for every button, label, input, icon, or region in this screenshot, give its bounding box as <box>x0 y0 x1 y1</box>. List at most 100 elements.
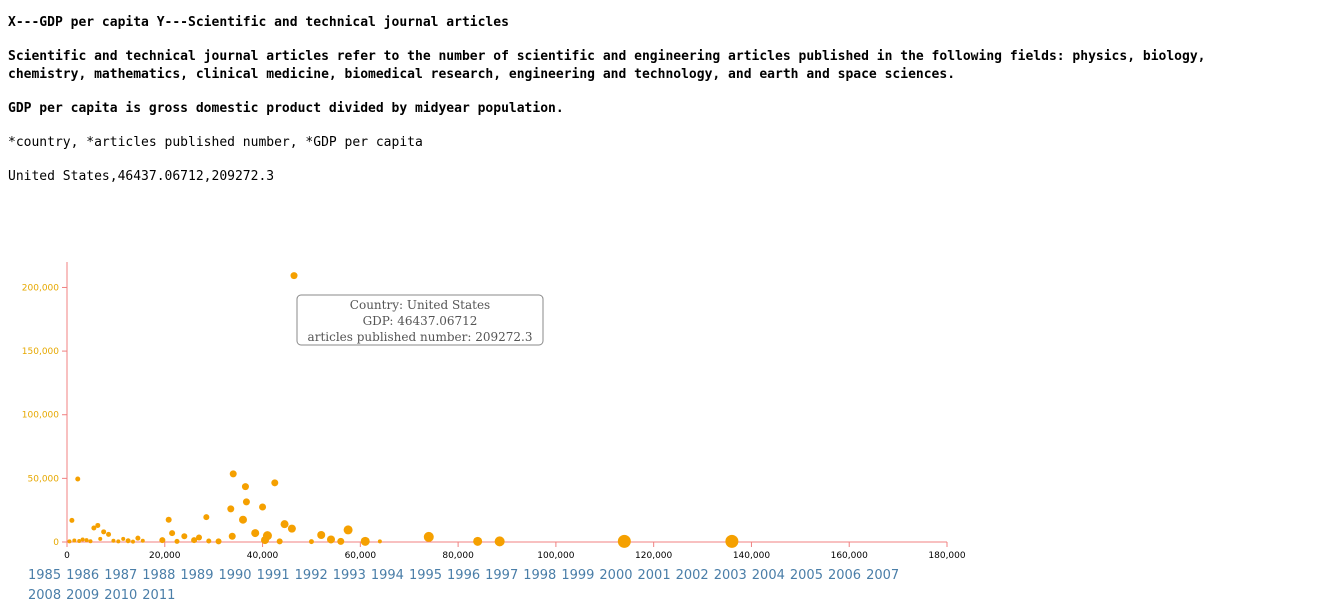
selected-record: United States,46437.06712,209272.3 <box>8 169 275 184</box>
data-point[interactable] <box>262 531 272 541</box>
year-link-1985[interactable]: 1985 <box>28 568 62 583</box>
year-links-row-1: 1985 1986 1987 1988 1989 1990 1991 1992 1993 1994… <box>28 568 904 583</box>
data-point[interactable] <box>169 530 176 537</box>
year-link-2011[interactable]: 2011 <box>142 588 176 603</box>
data-point[interactable] <box>106 531 112 537</box>
y-tick-label: 0 <box>53 538 59 548</box>
data-point[interactable] <box>280 520 289 529</box>
x-tick-label: 40,000 <box>247 551 279 561</box>
data-point[interactable] <box>67 539 72 544</box>
data-point[interactable] <box>174 538 180 544</box>
data-point[interactable] <box>135 535 141 541</box>
x-tick-label: 140,000 <box>733 551 770 561</box>
x-axis: 0 20,000 40,000 60,000 80,000 100,000 120,000 1… <box>64 541 966 561</box>
year-link-2008[interactable]: 2008 <box>28 588 62 603</box>
year-link-1999[interactable]: 1999 <box>561 568 595 583</box>
tooltip: Country: United States GDP: 46437.06712 … <box>296 294 544 346</box>
data-point[interactable] <box>125 538 131 544</box>
year-link-1989[interactable]: 1989 <box>180 568 214 583</box>
data-point[interactable] <box>251 529 260 538</box>
data-point[interactable] <box>181 533 188 540</box>
year-link-2003[interactable]: 2003 <box>713 568 747 583</box>
year-link-1994[interactable]: 1994 <box>370 568 404 583</box>
data-point[interactable] <box>360 536 370 546</box>
page-title: X---GDP per capita Y---Scientific and te… <box>8 15 509 30</box>
data-point[interactable] <box>276 538 283 545</box>
tooltip-box <box>296 294 544 346</box>
data-point[interactable] <box>80 537 85 542</box>
data-point[interactable] <box>131 539 135 544</box>
data-point[interactable] <box>101 529 107 535</box>
tooltip-gdp: GDP: 46437.06712 <box>363 314 478 328</box>
data-point[interactable] <box>121 536 126 541</box>
x-tick-label: 180,000 <box>928 551 965 561</box>
scatter-chart: 0 50,000 100,000 150,000 200,000 0 20,000 40,0… <box>22 262 966 561</box>
data-point[interactable] <box>69 517 75 523</box>
year-link-2002[interactable]: 2002 <box>675 568 709 583</box>
data-point[interactable] <box>72 538 77 543</box>
data-point[interactable] <box>239 515 247 524</box>
data-point[interactable] <box>317 531 326 539</box>
data-point[interactable] <box>203 514 210 521</box>
year-link-1991[interactable]: 1991 <box>256 568 290 583</box>
data-point[interactable] <box>287 524 296 533</box>
data-point[interactable] <box>191 537 198 544</box>
data-point[interactable] <box>725 534 739 548</box>
year-link-1992[interactable]: 1992 <box>294 568 328 583</box>
data-point[interactable] <box>343 525 353 535</box>
year-link-2004[interactable]: 2004 <box>751 568 785 583</box>
data-point[interactable] <box>159 537 166 544</box>
y-tick-label: 200,000 <box>22 283 59 293</box>
data-point[interactable] <box>111 538 116 543</box>
data-point[interactable] <box>228 532 236 540</box>
data-point[interactable] <box>206 538 212 544</box>
data-point[interactable] <box>377 539 382 544</box>
year-link-1995[interactable]: 1995 <box>408 568 443 583</box>
x-tick-label: 20,000 <box>149 551 181 561</box>
data-point[interactable] <box>290 272 298 280</box>
y-tick-label: 100,000 <box>22 411 59 421</box>
data-point[interactable] <box>423 531 434 542</box>
data-point[interactable] <box>140 538 145 543</box>
data-point[interactable] <box>227 505 235 513</box>
year-link-2009[interactable]: 2009 <box>66 588 100 603</box>
data-point[interactable] <box>473 536 483 546</box>
data-point[interactable] <box>98 536 103 541</box>
data-point[interactable] <box>259 503 267 511</box>
data-point[interactable] <box>196 534 202 541</box>
year-link-2000[interactable]: 2000 <box>599 568 633 583</box>
field-legend: *country, *articles published number, *G… <box>8 135 423 150</box>
data-point[interactable] <box>165 516 172 523</box>
year-link-2001[interactable]: 2001 <box>637 568 671 583</box>
data-point[interactable] <box>327 535 335 544</box>
data-point[interactable] <box>88 539 93 544</box>
year-link-1988[interactable]: 1988 <box>142 568 176 583</box>
data-point[interactable] <box>215 538 222 545</box>
year-link-2010[interactable]: 2010 <box>104 588 138 603</box>
x-tick-label: 60,000 <box>345 551 377 561</box>
year-link-2007[interactable]: 2007 <box>866 568 900 583</box>
data-point[interactable] <box>77 538 82 543</box>
year-link-1998[interactable]: 1998 <box>523 568 557 583</box>
year-link-1986[interactable]: 1986 <box>66 568 100 583</box>
year-link-1993[interactable]: 1993 <box>332 568 366 583</box>
year-link-1997[interactable]: 1997 <box>485 568 519 583</box>
year-link-2005[interactable]: 2005 <box>789 568 823 583</box>
data-point[interactable] <box>271 479 279 487</box>
data-point[interactable] <box>84 538 89 543</box>
data-point[interactable] <box>116 539 121 544</box>
year-link-1987[interactable]: 1987 <box>104 568 138 583</box>
year-link-1996[interactable]: 1996 <box>447 568 481 583</box>
data-point[interactable] <box>229 470 237 478</box>
data-point[interactable] <box>241 483 249 491</box>
year-link-2006[interactable]: 2006 <box>827 568 862 583</box>
year-link-1990[interactable]: 1990 <box>218 568 252 583</box>
data-point[interactable] <box>75 476 81 482</box>
data-point[interactable] <box>337 537 345 545</box>
data-point[interactable] <box>494 536 505 547</box>
data-point[interactable] <box>91 525 97 531</box>
data-point[interactable] <box>242 498 250 506</box>
data-point[interactable] <box>95 522 101 528</box>
data-point[interactable] <box>308 539 314 545</box>
data-point[interactable] <box>617 534 631 548</box>
